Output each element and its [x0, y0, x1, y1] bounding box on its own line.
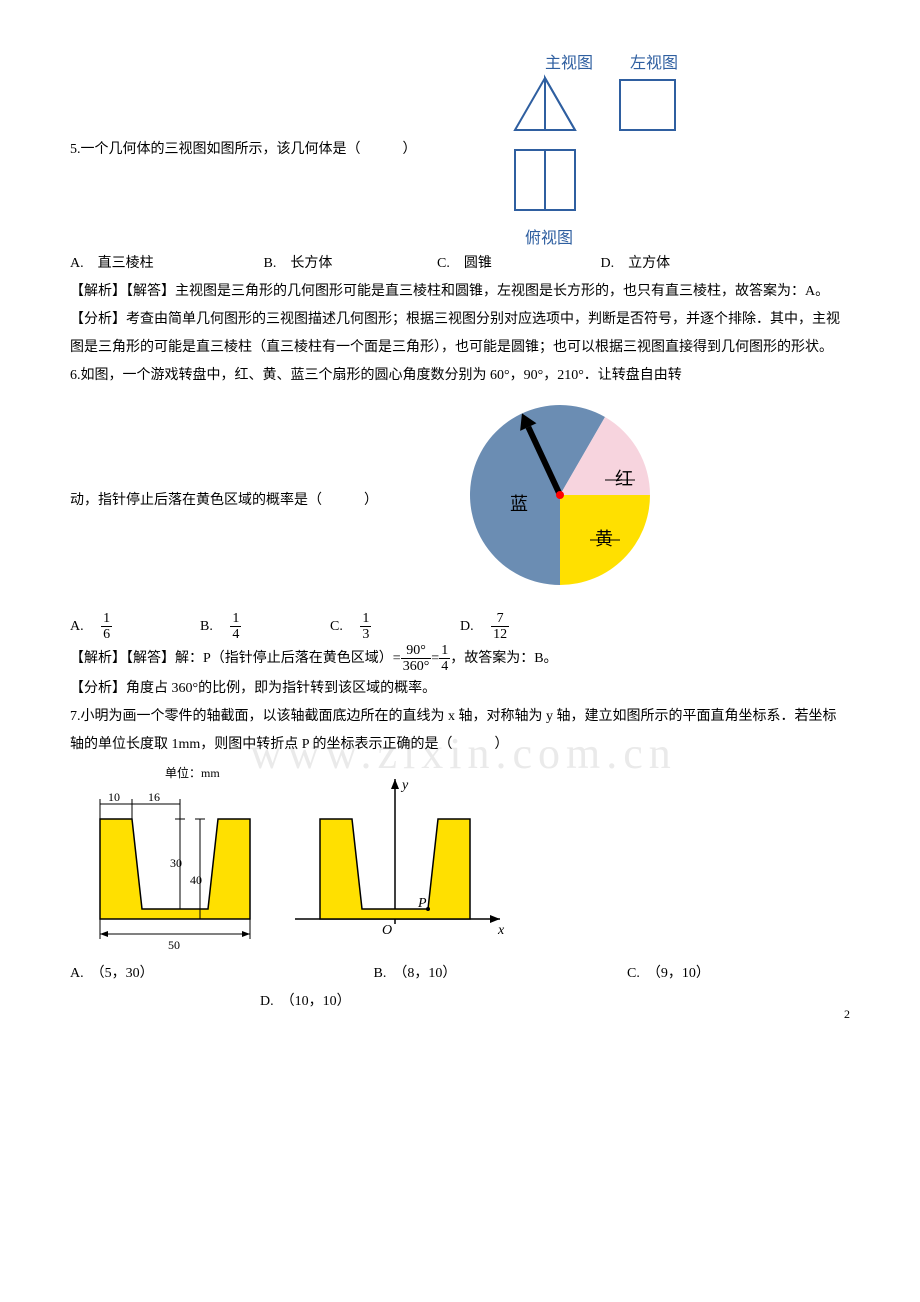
q5-analysis: 【分析】考查由简单几何图形的三视图描述几何图形；根据三视图分别对应选项中，判断是…	[70, 306, 850, 362]
q6-ans-pre: 【解析】【解答】解：P（指针停止后落在黄色区域）=	[70, 645, 401, 673]
q7-opt-c: C. （9，10）	[627, 960, 710, 988]
q7-figure: 单位：mm 10 16 30 40	[70, 759, 850, 960]
q6-stem-row: 动，指针停止后落在黄色区域的概率是（ ）	[70, 400, 850, 601]
svg-text:y: y	[400, 778, 409, 793]
q6-pie-figure: 红 黄 蓝	[460, 400, 660, 601]
label-fu: 俯视图	[525, 229, 573, 247]
q5-options: A. 直三棱柱 B. 长方体 C. 圆锥 D. 立方体	[70, 250, 850, 278]
q6-analysis: 【分析】角度占 360°的比例，即为指针转到该区域的概率。	[70, 675, 850, 703]
label-zhu: 主视图	[545, 54, 593, 72]
q5-opt-d: D. 立方体	[601, 250, 671, 278]
q5-opt-b: B. 长方体	[264, 250, 434, 278]
q7-opt-b: B. （8，10）	[374, 960, 624, 988]
q6-options: A. 16 B. 14 C. 13 D. 712	[70, 611, 850, 643]
q6-opt-d: D. 712	[460, 611, 590, 643]
fraction-icon: 14	[439, 643, 450, 675]
q6-opt-a: A. 16	[70, 611, 200, 643]
svg-text:P: P	[417, 896, 427, 911]
pie-label-red: 红	[615, 469, 633, 489]
q6-opt-b: B. 14	[200, 611, 330, 643]
svg-text:30: 30	[170, 856, 182, 870]
q5-opt-a: A. 直三棱柱	[70, 250, 260, 278]
fraction-icon: 16	[101, 611, 112, 643]
q7-opt-a: A. （5，30）	[70, 960, 370, 988]
fraction-icon: 13	[360, 611, 371, 643]
svg-text:40: 40	[190, 873, 202, 887]
svg-text:50: 50	[168, 938, 180, 949]
label-zuo: 左视图	[630, 54, 678, 72]
q6-opt-b-prefix: B.	[200, 613, 227, 641]
q6-stem-2: 动，指针停止后落在黄色区域的概率是（ ）	[70, 487, 440, 515]
fraction-icon: 712	[491, 611, 509, 643]
svg-text:16: 16	[148, 790, 160, 804]
q6-answer: 【解析】【解答】解：P（指针停止后落在黄色区域）= 90°360° = 14 ，…	[70, 643, 850, 675]
q5-opt-c: C. 圆锥	[437, 250, 597, 278]
q6-opt-c: C. 13	[330, 611, 460, 643]
q6-ans-eq: =	[431, 645, 439, 673]
pie-label-blue: 蓝	[510, 494, 528, 514]
q6-stem-1: 6.如图，一个游戏转盘中，红、黄、蓝三个扇形的圆心角度数分别为 60°，90°，…	[70, 362, 850, 390]
q5-stem: 5.一个几何体的三视图如图所示，该几何体是（ ）	[70, 136, 490, 164]
q6-ans-post: ，故答案为：B。	[450, 645, 557, 673]
q5-stem-row: 5.一个几何体的三视图如图所示，该几何体是（ ） 主视图 左视图 俯视图	[70, 50, 850, 250]
page-content: 5.一个几何体的三视图如图所示，该几何体是（ ） 主视图 左视图 俯视图 A. …	[70, 50, 850, 1016]
q6-opt-a-prefix: A.	[70, 613, 98, 641]
q6-opt-c-prefix: C.	[330, 613, 357, 641]
fraction-icon: 14	[230, 611, 241, 643]
q5-answer: 【解析】【解答】主视图是三角形的几何图形可能是直三棱柱和圆锥，左视图是长方形的，…	[70, 278, 850, 306]
unit-label: 单位：mm	[165, 765, 220, 780]
svg-text:10: 10	[108, 790, 120, 804]
pie-label-yellow: 黄	[595, 529, 613, 549]
q7-options-2: D. （10，10）	[70, 988, 850, 1016]
fraction-icon: 90°360°	[401, 643, 432, 675]
q7-opt-d: D. （10，10）	[260, 988, 351, 1016]
q6-opt-d-prefix: D.	[460, 613, 488, 641]
svg-text:x: x	[497, 923, 505, 938]
q7-stem: 7.小明为画一个零件的轴截面，以该轴截面底边所在的直线为 x 轴，对称轴为 y …	[70, 703, 850, 759]
svg-text:O: O	[382, 923, 392, 938]
q7-options: A. （5，30） B. （8，10） C. （9，10）	[70, 960, 850, 988]
q5-figure: 主视图 左视图 俯视图	[490, 50, 700, 250]
